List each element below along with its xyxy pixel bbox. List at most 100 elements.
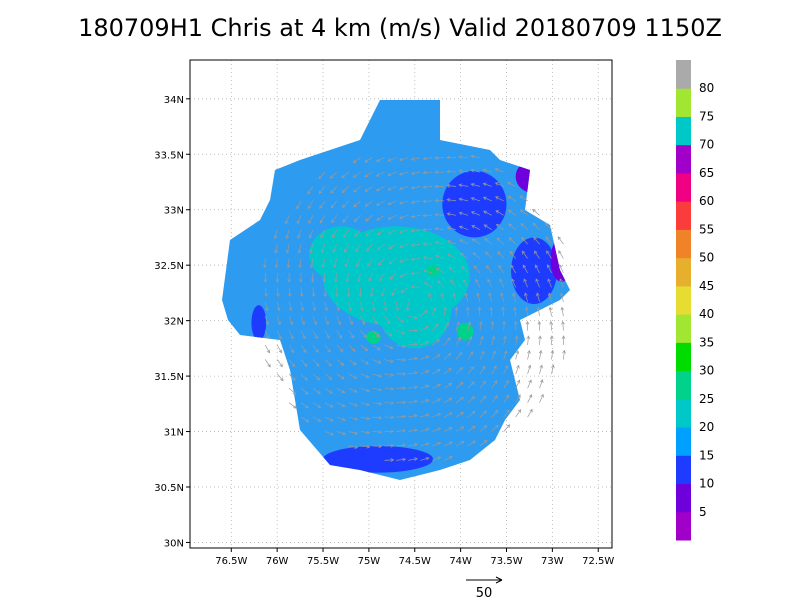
wind-region-5-10 bbox=[324, 126, 340, 138]
wind-vector bbox=[288, 402, 297, 409]
wind-vector bbox=[300, 330, 306, 340]
wind-region-10-15 bbox=[442, 170, 507, 238]
wind-vector bbox=[308, 215, 314, 224]
wind-vector bbox=[479, 439, 488, 447]
wind-vector bbox=[376, 215, 385, 221]
wind-vector bbox=[420, 326, 430, 331]
wind-vector bbox=[514, 335, 519, 346]
wind-vector bbox=[443, 306, 447, 317]
wind-vector bbox=[375, 157, 385, 163]
wind-vector bbox=[296, 200, 302, 210]
wind-vector bbox=[408, 428, 418, 433]
wind-vector bbox=[443, 397, 453, 404]
colorbar-label: 65 bbox=[699, 166, 714, 180]
wind-vector bbox=[408, 356, 419, 361]
wind-vector bbox=[470, 168, 480, 173]
wind-vector bbox=[288, 388, 297, 395]
wind-vector bbox=[482, 182, 492, 187]
wind-vector bbox=[297, 244, 302, 254]
wind-vector bbox=[300, 344, 307, 354]
wind-vector bbox=[372, 344, 381, 351]
wind-vector bbox=[408, 399, 418, 404]
y-tick-label: 31.5N bbox=[154, 372, 184, 383]
wind-vector bbox=[364, 186, 373, 192]
wind-vector bbox=[434, 156, 445, 160]
wind-vector bbox=[422, 156, 433, 161]
wind-vector bbox=[520, 223, 528, 230]
wind-vector bbox=[477, 306, 482, 317]
wind-vector bbox=[312, 416, 322, 422]
wind-vector bbox=[286, 258, 291, 269]
wind-vector bbox=[312, 359, 320, 367]
wind-vector bbox=[512, 292, 517, 302]
wind-vector bbox=[276, 330, 282, 340]
wind-vector bbox=[420, 456, 430, 461]
wind-vector bbox=[288, 301, 293, 312]
wind-vector bbox=[471, 225, 481, 231]
wind-vector bbox=[360, 387, 370, 393]
x-tick-label: 73.5W bbox=[490, 556, 522, 567]
wind-vector bbox=[534, 264, 540, 274]
wind-vector bbox=[276, 316, 281, 326]
wind-vector bbox=[495, 223, 504, 230]
wind-vector bbox=[446, 155, 457, 160]
wind-vector bbox=[544, 222, 552, 230]
wind-vector bbox=[408, 457, 418, 461]
colorbar-bin bbox=[676, 342, 691, 372]
wind-vector bbox=[458, 183, 469, 188]
wind-vector bbox=[472, 252, 481, 259]
colorbar-bin bbox=[676, 229, 691, 259]
wind-vector bbox=[387, 214, 397, 220]
wind-vector bbox=[376, 200, 385, 206]
wind-vector bbox=[410, 200, 421, 204]
wind-vector bbox=[523, 278, 528, 288]
wind-vector bbox=[491, 395, 498, 403]
wind-vector bbox=[387, 200, 397, 206]
wind-vector bbox=[375, 171, 385, 177]
wind-vector bbox=[372, 330, 380, 338]
wind-vector bbox=[330, 200, 338, 209]
wind-vector bbox=[398, 186, 409, 191]
wind-vector bbox=[422, 227, 433, 232]
wind-vector bbox=[539, 364, 543, 374]
wind-vector bbox=[358, 287, 363, 298]
x-tick-label: 72.5W bbox=[582, 556, 614, 567]
wind-vector bbox=[494, 182, 504, 187]
wind-vector bbox=[354, 229, 361, 238]
wind-region-25-30 bbox=[456, 322, 474, 341]
wind-vector bbox=[300, 373, 308, 381]
wind-vector bbox=[559, 292, 564, 302]
wind-vector bbox=[399, 243, 409, 249]
wind-vector bbox=[447, 253, 457, 259]
wind-vector bbox=[263, 258, 267, 269]
wind-vector bbox=[422, 269, 433, 274]
wind-vector bbox=[503, 394, 510, 403]
wind-vector bbox=[324, 316, 329, 326]
wind-vector bbox=[455, 441, 465, 447]
wind-vector bbox=[275, 272, 280, 283]
wind-vector bbox=[486, 265, 493, 274]
wind-vector bbox=[369, 287, 374, 298]
wind-vector bbox=[398, 171, 409, 176]
wind-vector bbox=[467, 440, 477, 447]
wind-region-20-25 bbox=[309, 226, 374, 282]
wind-vector bbox=[408, 385, 418, 390]
wind-vector bbox=[410, 228, 421, 233]
wind-vector bbox=[384, 359, 394, 363]
wind-vector bbox=[360, 344, 369, 352]
wind-vector bbox=[443, 412, 453, 418]
wind-vector bbox=[348, 387, 358, 393]
colorbar-bin bbox=[676, 398, 691, 428]
wind-vector bbox=[384, 429, 395, 434]
wind-vector bbox=[432, 383, 441, 389]
wind-vector bbox=[264, 344, 270, 354]
wind-vector bbox=[458, 211, 469, 216]
wind-vector bbox=[513, 306, 517, 317]
wind-vector bbox=[535, 278, 540, 288]
colorbar-label: 20 bbox=[699, 420, 714, 434]
wind-vector bbox=[561, 335, 566, 346]
wind-vector bbox=[319, 200, 326, 209]
wind-vector bbox=[396, 414, 407, 419]
wind-vector bbox=[467, 321, 472, 331]
colorbar-label: 30 bbox=[699, 364, 714, 378]
